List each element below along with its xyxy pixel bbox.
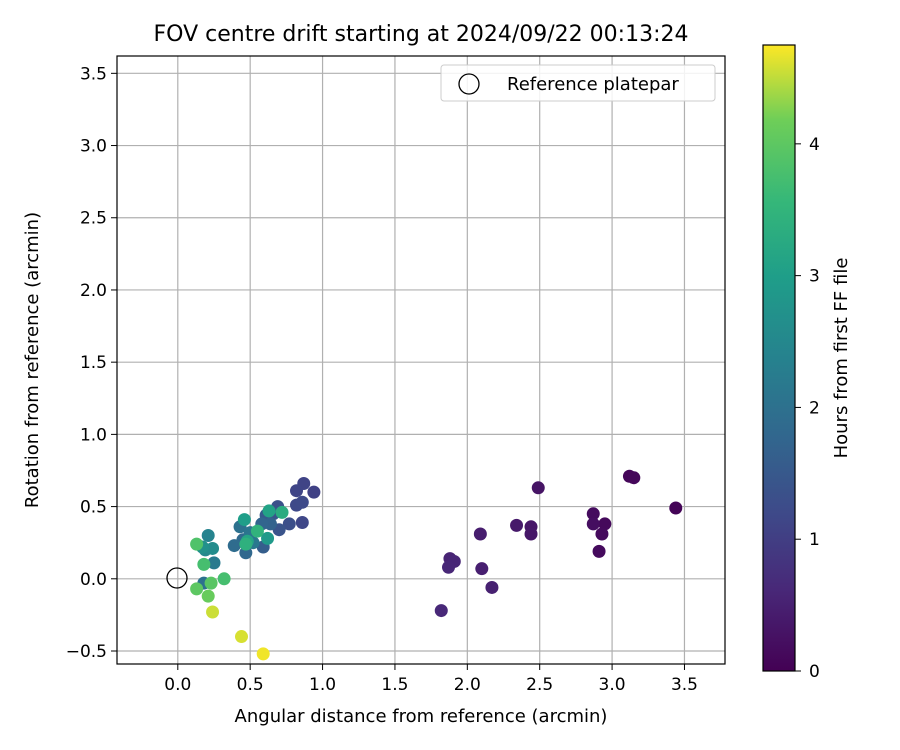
data-point [307, 485, 321, 499]
data-point [190, 582, 204, 596]
data-point [473, 527, 487, 541]
data-point [234, 630, 248, 644]
colorbar-label: Hours from first FF file [831, 258, 852, 459]
data-point [586, 507, 600, 521]
data-point [669, 501, 683, 515]
legend-label: Reference platepar [507, 74, 679, 95]
data-point [206, 541, 220, 555]
data-point [204, 576, 218, 590]
legend-box [440, 64, 716, 102]
plot-frame [116, 55, 726, 665]
y-tick-label: 3.5 [80, 64, 107, 84]
chart-title: FOV centre drift starting at 2024/09/22 … [154, 22, 689, 47]
colorbar: 0 1 2 3 4 Hours from first FF file [762, 44, 852, 682]
y-tick-label: 2.5 [80, 209, 107, 229]
x-tick-label: 2.5 [526, 675, 553, 695]
colorbar-tick-label: 1 [809, 530, 820, 550]
x-axis-label: Angular distance from reference (arcmin) [235, 706, 608, 727]
data-point [627, 471, 641, 485]
y-tick-label: 1.5 [80, 353, 107, 373]
data-point [239, 537, 253, 551]
legend: Reference platepar [440, 64, 716, 102]
data-point [207, 556, 221, 570]
axis-ticks: 0.0 0.5 1.0 1.5 2.0 2.5 3.0 3.5 −0.5 0.0 0.5 1.0 1.5… [66, 64, 698, 695]
data-point [206, 605, 220, 619]
data-point [524, 527, 538, 541]
legend-open-circle-marker [458, 73, 480, 95]
colorbar-tick-label: 4 [809, 135, 820, 155]
y-tick-label: 3.0 [80, 137, 107, 157]
y-tick-label: −0.5 [66, 642, 107, 662]
data-point [595, 527, 609, 541]
data-point [598, 517, 612, 531]
data-point [197, 557, 211, 571]
x-tick-label: 3.0 [599, 675, 626, 695]
x-tick-label: 0.0 [164, 675, 191, 695]
colorbar-ticks: 0 1 2 3 4 [795, 135, 820, 682]
data-point [434, 604, 448, 618]
y-tick-label: 0.5 [80, 498, 107, 518]
colorbar-tick-label: 3 [809, 267, 820, 287]
x-tick-label: 1.5 [381, 675, 408, 695]
data-point [475, 562, 489, 576]
data-point [217, 572, 231, 586]
colorbar-tick-label: 0 [809, 662, 820, 682]
reference-platepar-marker [166, 567, 188, 589]
data-points [190, 469, 683, 661]
x-tick-label: 1.0 [309, 675, 336, 695]
data-point [531, 481, 545, 495]
data-point [201, 589, 215, 603]
data-point [485, 580, 499, 594]
data-point [290, 484, 304, 498]
colorbar-tick-label: 2 [809, 398, 820, 418]
data-point [442, 560, 456, 574]
data-point [282, 517, 296, 531]
data-point [295, 495, 309, 509]
y-tick-label: 0.0 [80, 570, 107, 590]
y-tick-label: 2.0 [80, 281, 107, 301]
x-tick-label: 3.5 [671, 675, 698, 695]
data-point [262, 504, 276, 518]
data-point [190, 537, 204, 551]
data-point [256, 647, 270, 661]
y-tick-label: 1.0 [80, 425, 107, 445]
data-point [237, 513, 251, 527]
data-point [275, 505, 289, 519]
data-point [592, 544, 606, 558]
x-tick-label: 2.0 [454, 675, 481, 695]
y-axis-label: Rotation from reference (arcmin) [22, 212, 43, 508]
data-point [201, 528, 215, 542]
grid [117, 56, 725, 664]
x-tick-label: 0.5 [237, 675, 264, 695]
data-point [250, 524, 264, 538]
colorbar-gradient [762, 44, 796, 672]
data-point [586, 517, 600, 531]
data-point [227, 539, 241, 553]
data-point [295, 515, 309, 529]
data-point [261, 531, 275, 545]
data-point [510, 518, 524, 532]
